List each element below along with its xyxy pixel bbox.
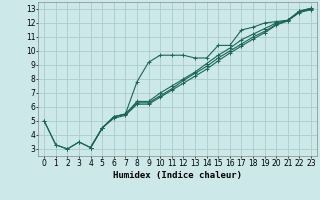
X-axis label: Humidex (Indice chaleur): Humidex (Indice chaleur) bbox=[113, 171, 242, 180]
